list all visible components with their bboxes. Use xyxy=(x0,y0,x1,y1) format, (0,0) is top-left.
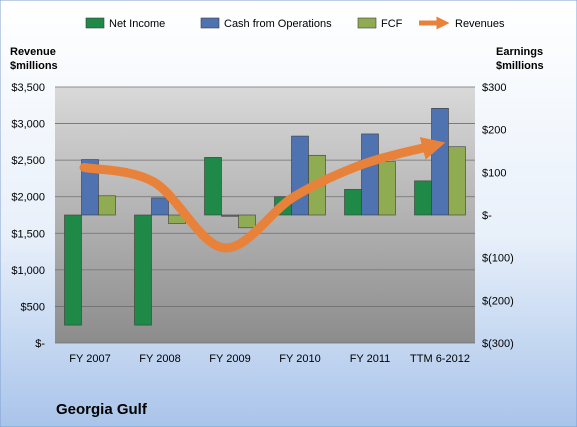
bar-cash-from-operations xyxy=(361,133,379,216)
bar-net-income xyxy=(134,214,152,326)
bar-cash-from-operations xyxy=(81,159,99,216)
company-name: Georgia Gulf xyxy=(56,401,148,418)
legend-swatch xyxy=(357,17,377,29)
left-axis-title-line1: Revenue xyxy=(10,46,56,58)
x-axis-ticks: FY 2007 FY 2008 FY 2009 FY 2010 FY 2011 TTM 6… xyxy=(69,353,470,365)
x-tick-label: FY 2009 xyxy=(209,353,250,365)
bar-cash-from-operations xyxy=(431,108,449,216)
bar-net-income xyxy=(414,180,432,216)
legend-label: Cash from Operations xyxy=(224,18,332,30)
revenue-line xyxy=(79,137,446,253)
right-axis-title-line2: $millions xyxy=(496,60,544,72)
right-tick-label: $(100) xyxy=(482,253,514,265)
left-tick-label: $3,500 xyxy=(11,82,45,94)
legend-label: Revenues xyxy=(455,18,505,30)
right-axis-ticks: $(300) $(200) $(100) $- $100 $200 $300 xyxy=(482,82,514,350)
left-tick-label: $1,000 xyxy=(11,265,45,277)
x-tick-label: FY 2011 xyxy=(350,353,391,365)
left-axis-ticks: $- $500 $1,000 $1,500 $2,000 $2,500 $3,000 $3,5… xyxy=(11,82,45,350)
right-tick-label: $300 xyxy=(482,82,506,94)
bar-cash-from-operations xyxy=(151,197,169,216)
bar-net-income xyxy=(64,214,82,326)
legend-label: Net Income xyxy=(109,18,165,30)
plot-area xyxy=(55,87,475,343)
right-tick-label: $(200) xyxy=(482,295,514,307)
legend-swatch xyxy=(200,17,220,29)
left-tick-label: $- xyxy=(35,338,45,350)
bar-fcf xyxy=(238,214,256,229)
left-tick-label: $500 xyxy=(21,301,45,313)
bar-fcf xyxy=(378,161,396,216)
bar-fcf xyxy=(448,146,466,216)
right-axis-title-line1: Earnings xyxy=(496,46,543,58)
x-tick-label: TTM 6-2012 xyxy=(410,353,470,365)
x-tick-label: FY 2010 xyxy=(279,353,320,365)
legend: Net Income Cash from Operations FCF Revenue… xyxy=(85,16,505,30)
right-tick-label: $200 xyxy=(482,125,506,137)
bar-net-income xyxy=(204,157,222,216)
bar-fcf xyxy=(98,195,116,216)
right-tick-label: $100 xyxy=(482,167,506,179)
x-tick-label: FY 2007 xyxy=(69,353,110,365)
bar-net-income xyxy=(344,189,362,216)
left-tick-label: $2,000 xyxy=(11,192,45,204)
legend-label: FCF xyxy=(381,18,403,30)
left-tick-label: $2,500 xyxy=(11,155,45,167)
right-tick-label: $(300) xyxy=(482,338,514,350)
right-tick-label: $- xyxy=(482,210,492,222)
revenue-line-path xyxy=(79,137,446,253)
bar-cash-from-operations xyxy=(221,214,239,217)
left-tick-label: $3,000 xyxy=(11,119,45,131)
gridlines xyxy=(55,86,475,344)
x-tick-label: FY 2008 xyxy=(139,353,180,365)
bar-cash-from-operations xyxy=(291,135,309,216)
left-axis-title-line2: $millions xyxy=(10,60,58,72)
left-tick-label: $1,500 xyxy=(11,228,45,240)
legend-swatch xyxy=(85,17,105,29)
